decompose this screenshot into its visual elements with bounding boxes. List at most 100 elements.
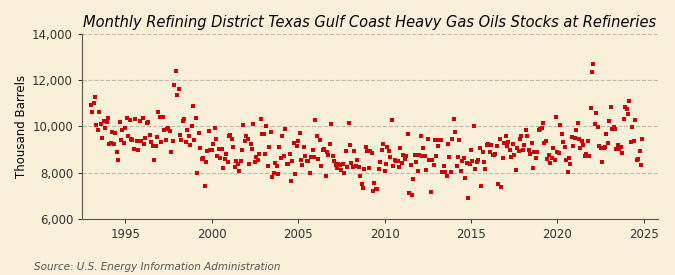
Point xyxy=(496,185,507,189)
Point xyxy=(468,123,479,128)
Point xyxy=(401,154,412,159)
Point xyxy=(207,147,217,152)
Point xyxy=(520,128,531,132)
Point xyxy=(223,133,234,138)
Point xyxy=(491,144,502,148)
Point xyxy=(327,154,338,159)
Point xyxy=(486,143,497,148)
Point xyxy=(607,127,618,131)
Point xyxy=(287,159,298,163)
Point xyxy=(566,135,577,139)
Point xyxy=(456,169,466,173)
Point xyxy=(100,125,111,130)
Point xyxy=(494,137,505,141)
Point xyxy=(169,83,180,87)
Point xyxy=(339,171,350,175)
Point xyxy=(157,115,168,119)
Point xyxy=(349,149,360,153)
Point xyxy=(104,142,115,146)
Point xyxy=(307,148,318,153)
Point xyxy=(211,137,221,142)
Point xyxy=(392,159,403,163)
Point xyxy=(539,141,550,145)
Point xyxy=(603,141,614,145)
Point xyxy=(281,162,292,166)
Point xyxy=(499,141,510,145)
Point xyxy=(144,132,155,137)
Point xyxy=(441,174,452,178)
Point xyxy=(251,155,262,159)
Point xyxy=(418,146,429,150)
Point xyxy=(219,157,230,162)
Point xyxy=(155,114,165,119)
Point xyxy=(352,158,362,162)
Point xyxy=(471,160,482,164)
Point xyxy=(304,170,315,175)
Point xyxy=(533,128,544,132)
Point xyxy=(326,122,337,127)
Point xyxy=(388,164,399,168)
Point xyxy=(232,162,243,166)
Point xyxy=(118,141,129,145)
Point xyxy=(236,148,247,152)
Point xyxy=(342,164,352,169)
Point xyxy=(246,147,257,151)
Point xyxy=(316,164,327,169)
Point xyxy=(228,144,239,149)
Point xyxy=(311,134,322,139)
Point xyxy=(136,139,146,143)
Point xyxy=(564,156,574,161)
Point xyxy=(126,136,136,141)
Point xyxy=(402,132,413,136)
Point xyxy=(90,94,101,99)
Point xyxy=(463,195,474,200)
Point xyxy=(208,142,219,147)
Title: Monthly Refining District Texas Gulf Coast Heavy Gas Oils Stocks at Refineries: Monthly Refining District Texas Gulf Coa… xyxy=(83,15,657,30)
Point xyxy=(513,149,524,153)
Point xyxy=(476,184,487,188)
Point xyxy=(385,155,396,159)
Point xyxy=(152,134,163,139)
Point xyxy=(215,156,225,160)
Point xyxy=(454,138,465,142)
Point xyxy=(493,182,504,186)
Point xyxy=(391,159,402,163)
Point xyxy=(400,157,410,162)
Point xyxy=(238,123,249,128)
Point xyxy=(504,148,515,152)
Point xyxy=(323,152,334,157)
Point xyxy=(156,140,167,144)
Point xyxy=(213,147,224,151)
Point xyxy=(182,128,192,132)
Point xyxy=(470,167,481,171)
Point xyxy=(518,148,529,152)
Point xyxy=(178,119,188,123)
Point xyxy=(146,140,157,145)
Point xyxy=(589,122,600,126)
Point xyxy=(335,163,346,167)
Point xyxy=(132,139,142,143)
Point xyxy=(528,166,539,171)
Point xyxy=(604,119,615,123)
Point xyxy=(446,170,456,175)
Point xyxy=(117,128,128,132)
Point xyxy=(110,131,121,135)
Point xyxy=(94,109,105,114)
Point xyxy=(313,157,324,161)
Point xyxy=(575,146,586,150)
Point xyxy=(122,116,132,120)
Y-axis label: Thousand Barrels: Thousand Barrels xyxy=(15,75,28,178)
Point xyxy=(317,148,328,152)
Point xyxy=(175,133,186,137)
Point xyxy=(163,126,174,130)
Point xyxy=(325,141,335,146)
Point xyxy=(425,190,436,194)
Point xyxy=(569,136,580,141)
Point xyxy=(556,131,567,136)
Point xyxy=(200,160,211,164)
Point xyxy=(405,162,416,167)
Point xyxy=(444,155,455,159)
Point xyxy=(395,146,406,150)
Point xyxy=(628,139,639,144)
Point xyxy=(431,154,442,159)
